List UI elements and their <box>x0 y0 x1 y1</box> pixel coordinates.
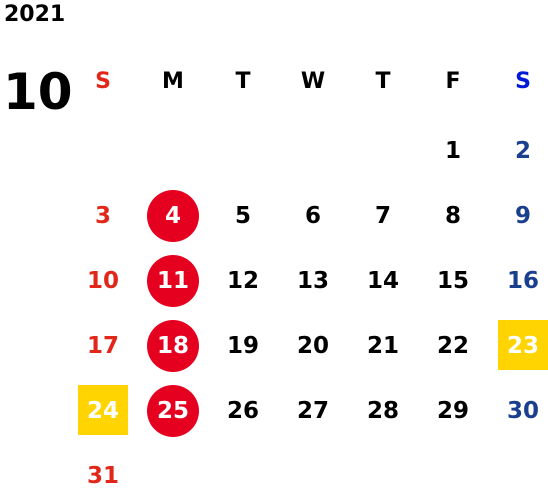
weekday-mon: M <box>162 69 184 94</box>
weekday-sat: S <box>515 69 531 94</box>
day-number: 29 <box>436 398 469 424</box>
day-cell: 16 <box>493 261 548 301</box>
day-number: 22 <box>436 333 469 359</box>
day-cell: 2 <box>493 131 548 171</box>
day-cell: 26 <box>213 391 273 431</box>
day-cell: 24 <box>73 385 133 435</box>
day-number: 1 <box>444 138 461 164</box>
day-cell: 18 <box>143 320 203 372</box>
day-cell: 1 <box>423 131 483 171</box>
day-number: 9 <box>514 203 531 229</box>
day-cell: 7 <box>353 196 413 236</box>
day-number: 11 <box>156 268 189 294</box>
day-number: 31 <box>86 463 119 489</box>
day-cell: 6 <box>283 196 343 236</box>
weekday-tue: T <box>235 69 251 94</box>
day-number: 23 <box>506 333 539 359</box>
day-number: 26 <box>226 398 259 424</box>
day-cell: 23 <box>493 320 548 370</box>
day-number: 15 <box>436 268 469 294</box>
day-number: 2 <box>514 138 531 164</box>
day-number: 19 <box>226 333 259 359</box>
weekday-wed: W <box>300 69 326 94</box>
day-cell: 27 <box>283 391 343 431</box>
day-cell: 17 <box>73 326 133 366</box>
day-number: 27 <box>296 398 329 424</box>
day-number: 25 <box>156 398 189 424</box>
day-number: 20 <box>296 333 329 359</box>
day-cell: 14 <box>353 261 413 301</box>
day-number: 21 <box>366 333 399 359</box>
day-number: 28 <box>366 398 399 424</box>
day-cell: 13 <box>283 261 343 301</box>
day-number: 4 <box>164 203 181 229</box>
day-cell: 11 <box>143 255 203 307</box>
day-cell: 9 <box>493 196 548 236</box>
month-number: 10 <box>3 63 73 121</box>
day-cell: 12 <box>213 261 273 301</box>
weekday-thu: T <box>375 69 391 94</box>
day-cell: 19 <box>213 326 273 366</box>
day-number: 17 <box>86 333 119 359</box>
day-cell: 3 <box>73 196 133 236</box>
day-cell: 15 <box>423 261 483 301</box>
day-cell: 20 <box>283 326 343 366</box>
day-cell: 22 <box>423 326 483 366</box>
day-cell: 30 <box>493 391 548 431</box>
weekday-sun: S <box>95 69 111 94</box>
day-number: 8 <box>444 203 461 229</box>
day-number: 6 <box>304 203 321 229</box>
day-number: 16 <box>506 268 539 294</box>
day-cell: 21 <box>353 326 413 366</box>
weekday-fri: F <box>445 69 461 94</box>
day-cell: 25 <box>143 385 203 437</box>
day-cell: 8 <box>423 196 483 236</box>
day-number: 5 <box>234 203 251 229</box>
day-number: 12 <box>226 268 259 294</box>
day-cell: 31 <box>73 456 133 496</box>
day-cell: 10 <box>73 261 133 301</box>
day-number: 10 <box>86 268 119 294</box>
day-number: 7 <box>374 203 391 229</box>
day-number: 3 <box>94 203 111 229</box>
day-cell: 28 <box>353 391 413 431</box>
day-number: 30 <box>506 398 539 424</box>
day-cell: 4 <box>143 190 203 242</box>
day-cell: 5 <box>213 196 273 236</box>
day-number: 14 <box>366 268 399 294</box>
day-number: 24 <box>86 398 119 424</box>
year-label: 2021 <box>4 2 66 27</box>
day-cell: 29 <box>423 391 483 431</box>
day-number: 13 <box>296 268 329 294</box>
day-number: 18 <box>156 333 189 359</box>
